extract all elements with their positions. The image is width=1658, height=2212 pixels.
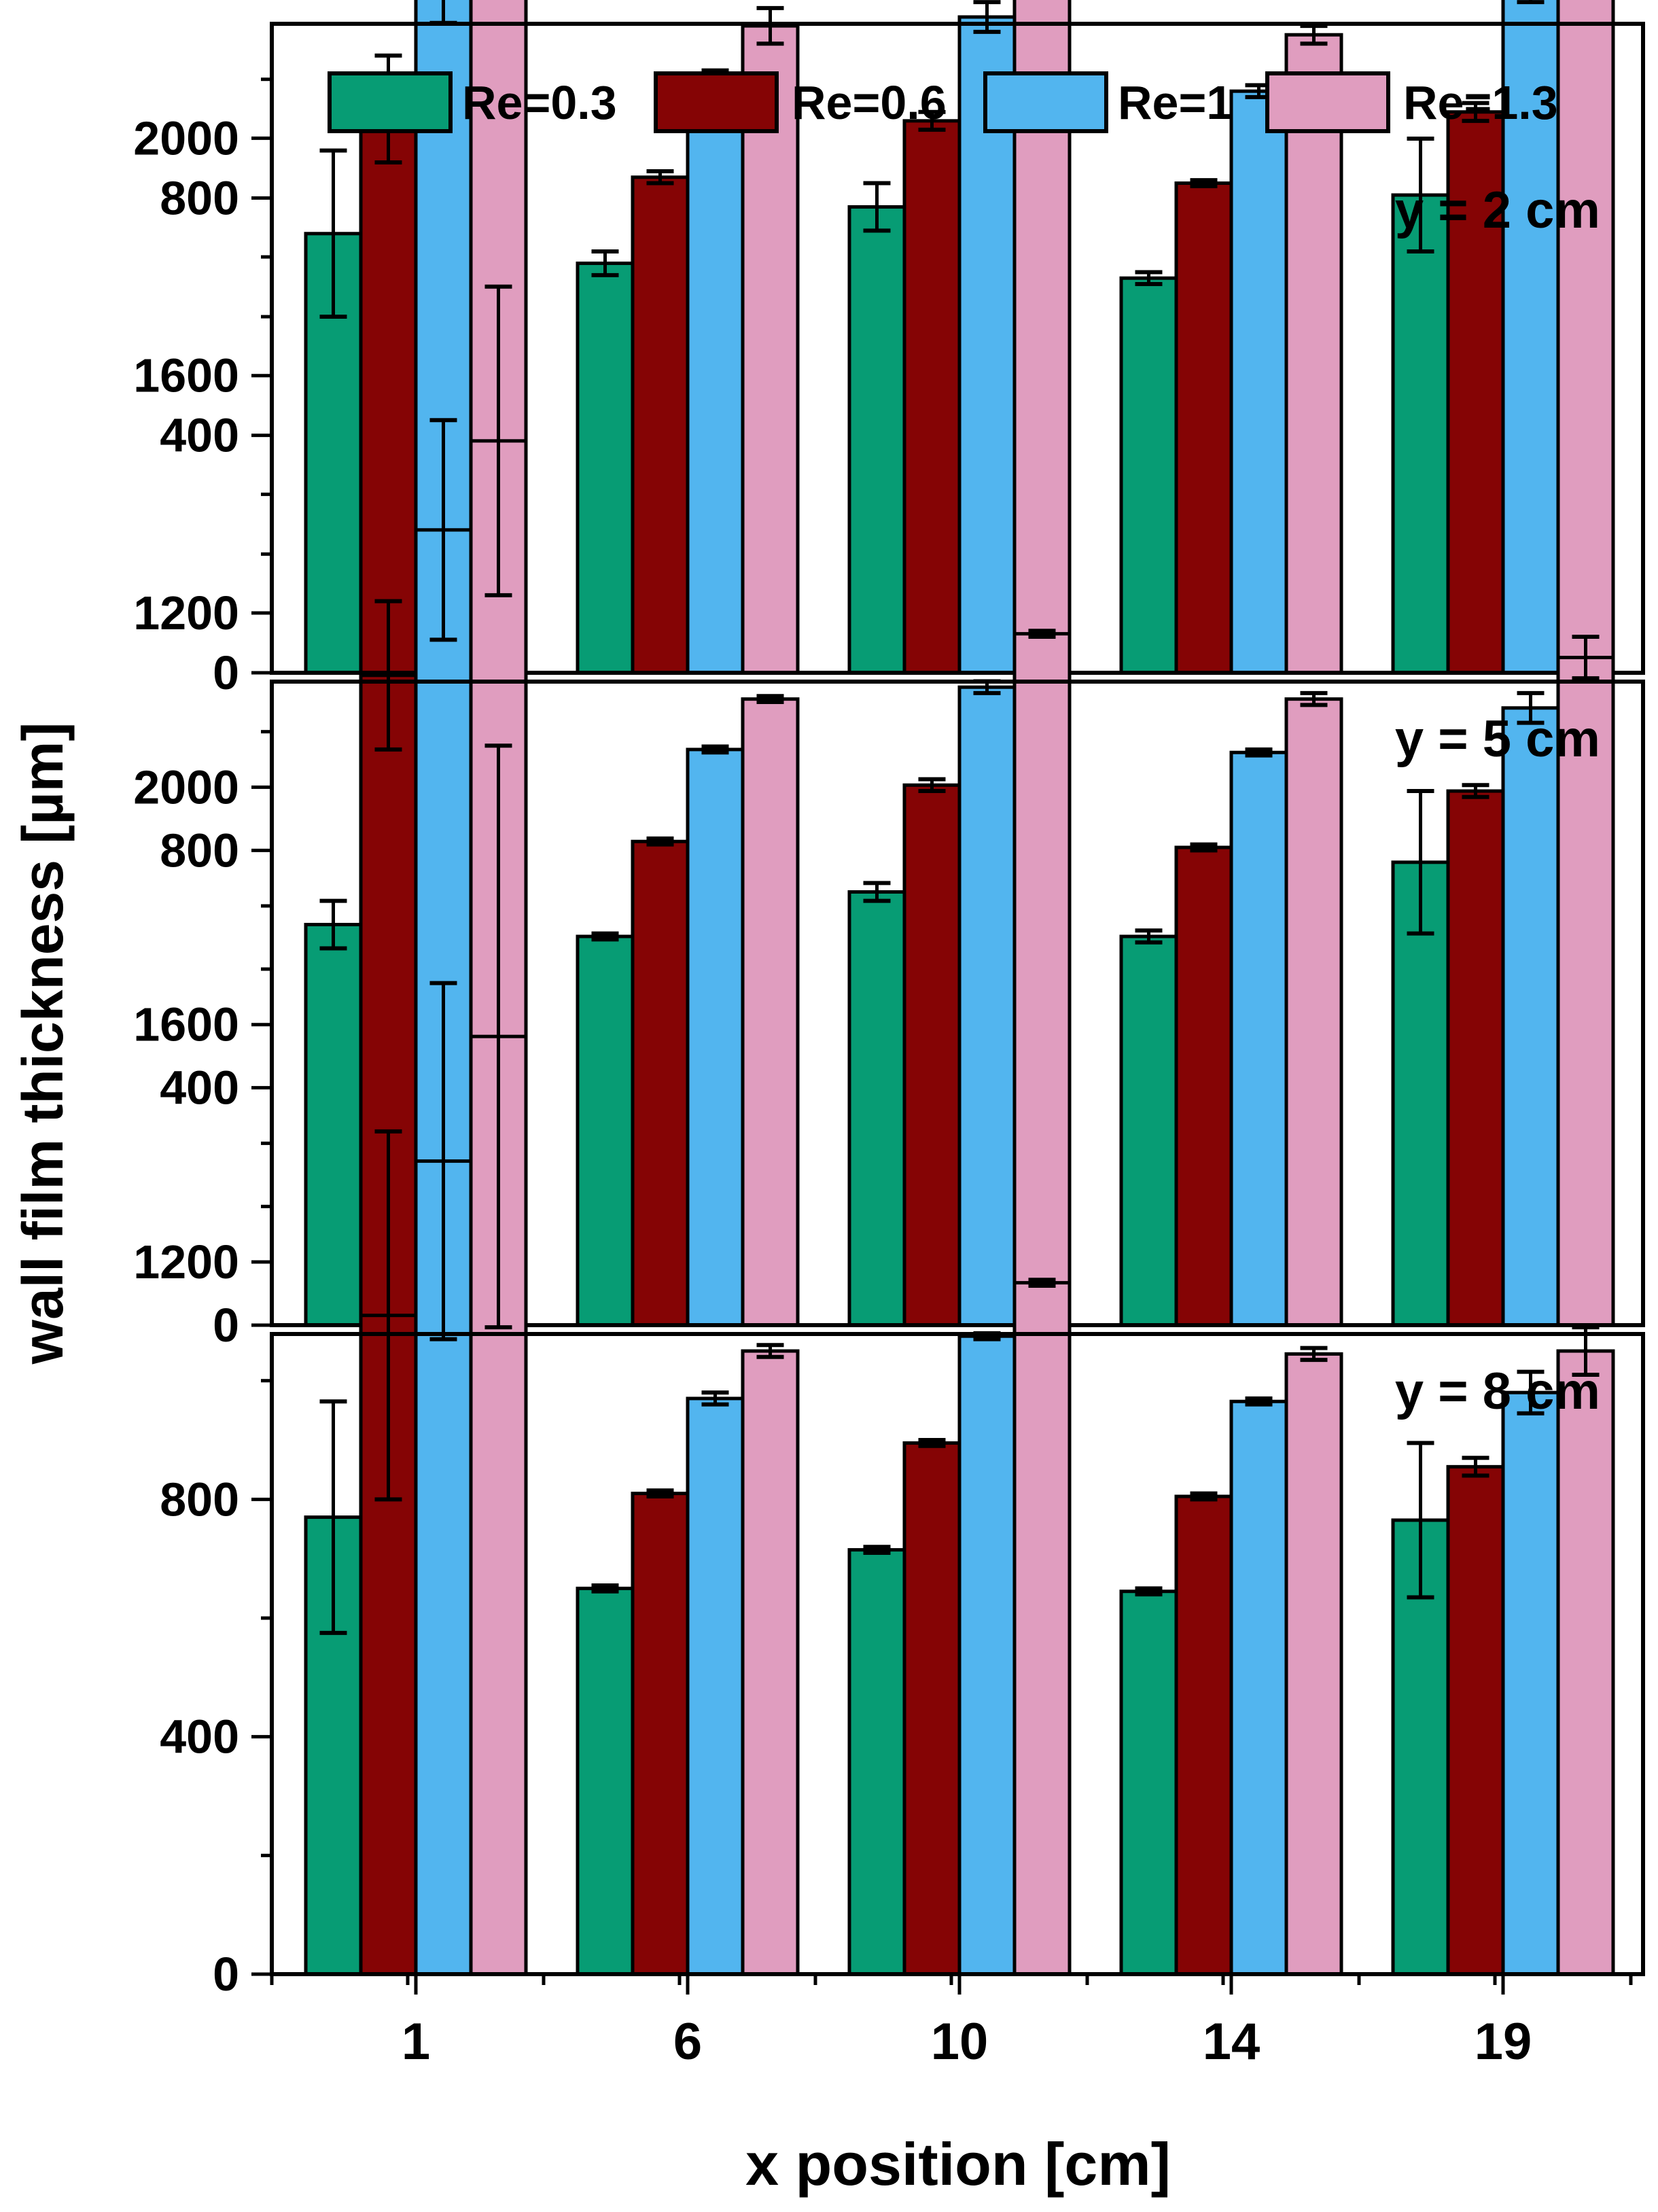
panel-frame (270, 22, 1645, 675)
bar-re-0-3-x14 (1119, 1590, 1178, 1976)
legend-label: Re=0.6 (792, 76, 947, 129)
bar-re-0-6-x10 (902, 1441, 962, 1976)
bar-re-0-6-x6 (631, 1492, 690, 1976)
bar-re-0-6-x6 (631, 175, 690, 675)
y-tick-label: 800 (160, 1473, 239, 1526)
bar-re-0-6-x14 (1174, 181, 1233, 675)
x-tick-label: 14 (1203, 2013, 1260, 2071)
y-tick-label: 0 (213, 1948, 239, 2001)
legend: Re=0.3 Re=0.6 Re=1 Re=1.3 (328, 71, 1558, 133)
bar-re-1-3-x10 (1012, 632, 1072, 1327)
bar-re-1-3-x10 (1012, 1281, 1072, 1976)
x-tick-label: 19 (1475, 2013, 1532, 2071)
y-tick-label: 2000 (133, 760, 239, 813)
bar-re-1-x14 (1229, 1399, 1288, 1976)
bar-re-1-x19 (1501, 1390, 1560, 1976)
bar-re-0-6-x19 (1446, 789, 1505, 1327)
bar-re-1-3-x19 (1556, 656, 1615, 1327)
legend-label: Re=0.3 (462, 76, 617, 129)
y-tick-label: 0 (213, 1299, 239, 1352)
y-tick-label: 1200 (133, 586, 239, 639)
bar-re-0-3-x10 (847, 1548, 906, 1976)
panel-frame (270, 680, 1645, 1327)
bar-re-0-6-x1 (359, 107, 418, 675)
bar-re-1-3-x6 (741, 697, 800, 1327)
bar-re-1-3-x14 (1284, 697, 1343, 1327)
bar-re-1-x6 (686, 1397, 745, 1976)
legend-label: Re=1.3 (1403, 76, 1558, 129)
bar-re-1-3-x19 (1556, 1349, 1615, 1976)
bar-re-0-3-x14 (1119, 934, 1178, 1327)
panel-label: y = 5 cm (1395, 710, 1600, 768)
y-tick-label: 1200 (133, 1235, 239, 1288)
bar-re-1-x6 (686, 83, 745, 675)
legend-swatch-re-0-6 (654, 71, 779, 133)
bar-re-0-3-x19 (1391, 193, 1450, 675)
panel-3: 0 400 800 1200 1600 2000 y = 8 cm (133, 743, 1645, 2001)
bar-re-0-6-x6 (631, 839, 690, 1327)
panel-label: y = 8 cm (1395, 1363, 1600, 1420)
y-tick-label: 2000 (133, 111, 239, 164)
bar-re-1-x10 (957, 685, 1017, 1327)
legend-label: Re=1 (1118, 76, 1233, 129)
x-axis-label: x position [cm] (745, 2130, 1171, 2198)
bar-re-0-6-x14 (1174, 845, 1233, 1327)
panel-2: 0 400 800 1200 1600 2000 y = 5 cm (133, 111, 1645, 1352)
bar-re-1-3-x6 (741, 1349, 800, 1976)
legend-swatch-re-1-3 (1265, 71, 1390, 133)
bar-re-0-3-x6 (576, 1586, 635, 1976)
y-tick-label: 400 (160, 409, 239, 462)
x-tick-label: 10 (931, 2013, 989, 2071)
panel-frame (270, 1332, 1645, 1976)
y-tick-label: 0 (213, 646, 239, 699)
bar-re-0-3-x6 (576, 261, 635, 675)
bar-re-0-3-x14 (1119, 276, 1178, 675)
bar-re-0-6-x19 (1446, 110, 1505, 675)
y-tick-label: 1600 (133, 998, 239, 1051)
bar-re-1-3-x14 (1284, 1352, 1343, 1976)
x-tick-label: 6 (673, 2013, 702, 2071)
y-tick-label: 400 (160, 1710, 239, 1763)
bar-re-0-6-x14 (1174, 1494, 1233, 1976)
bar-re-0-3-x10 (847, 890, 906, 1327)
legend-swatch-re-0-3 (328, 71, 453, 133)
x-tick-label: 1 (402, 2013, 430, 2071)
y-tick-label: 400 (160, 1061, 239, 1114)
y-tick-label: 800 (160, 824, 239, 877)
y-tick-label: 1600 (133, 349, 239, 402)
bar-re-1-x14 (1229, 89, 1288, 675)
bar-re-0-3-x10 (847, 205, 906, 675)
bar-re-0-6-x19 (1446, 1464, 1505, 1976)
bar-re-1-x6 (686, 748, 745, 1327)
bar-re-0-3-x6 (576, 934, 635, 1327)
bar-re-1-x10 (957, 1334, 1017, 1976)
y-axis-label: wall film thickness [µm] (11, 722, 75, 1365)
panel-label: y = 2 cm (1395, 181, 1600, 239)
legend-swatch-re-1 (983, 71, 1108, 133)
bar-re-1-x14 (1229, 750, 1288, 1327)
bar-re-1-x19 (1501, 706, 1560, 1327)
bar-re-0-6-x10 (902, 783, 962, 1327)
x-axis: 1 6 10 14 19 (270, 1974, 1633, 2071)
y-tick-label: 800 (160, 171, 239, 224)
bar-re-0-6-x10 (902, 119, 962, 675)
bar-re-1-3-x19 (1556, 0, 1615, 675)
bar-re-0-3-x1 (304, 923, 363, 1327)
